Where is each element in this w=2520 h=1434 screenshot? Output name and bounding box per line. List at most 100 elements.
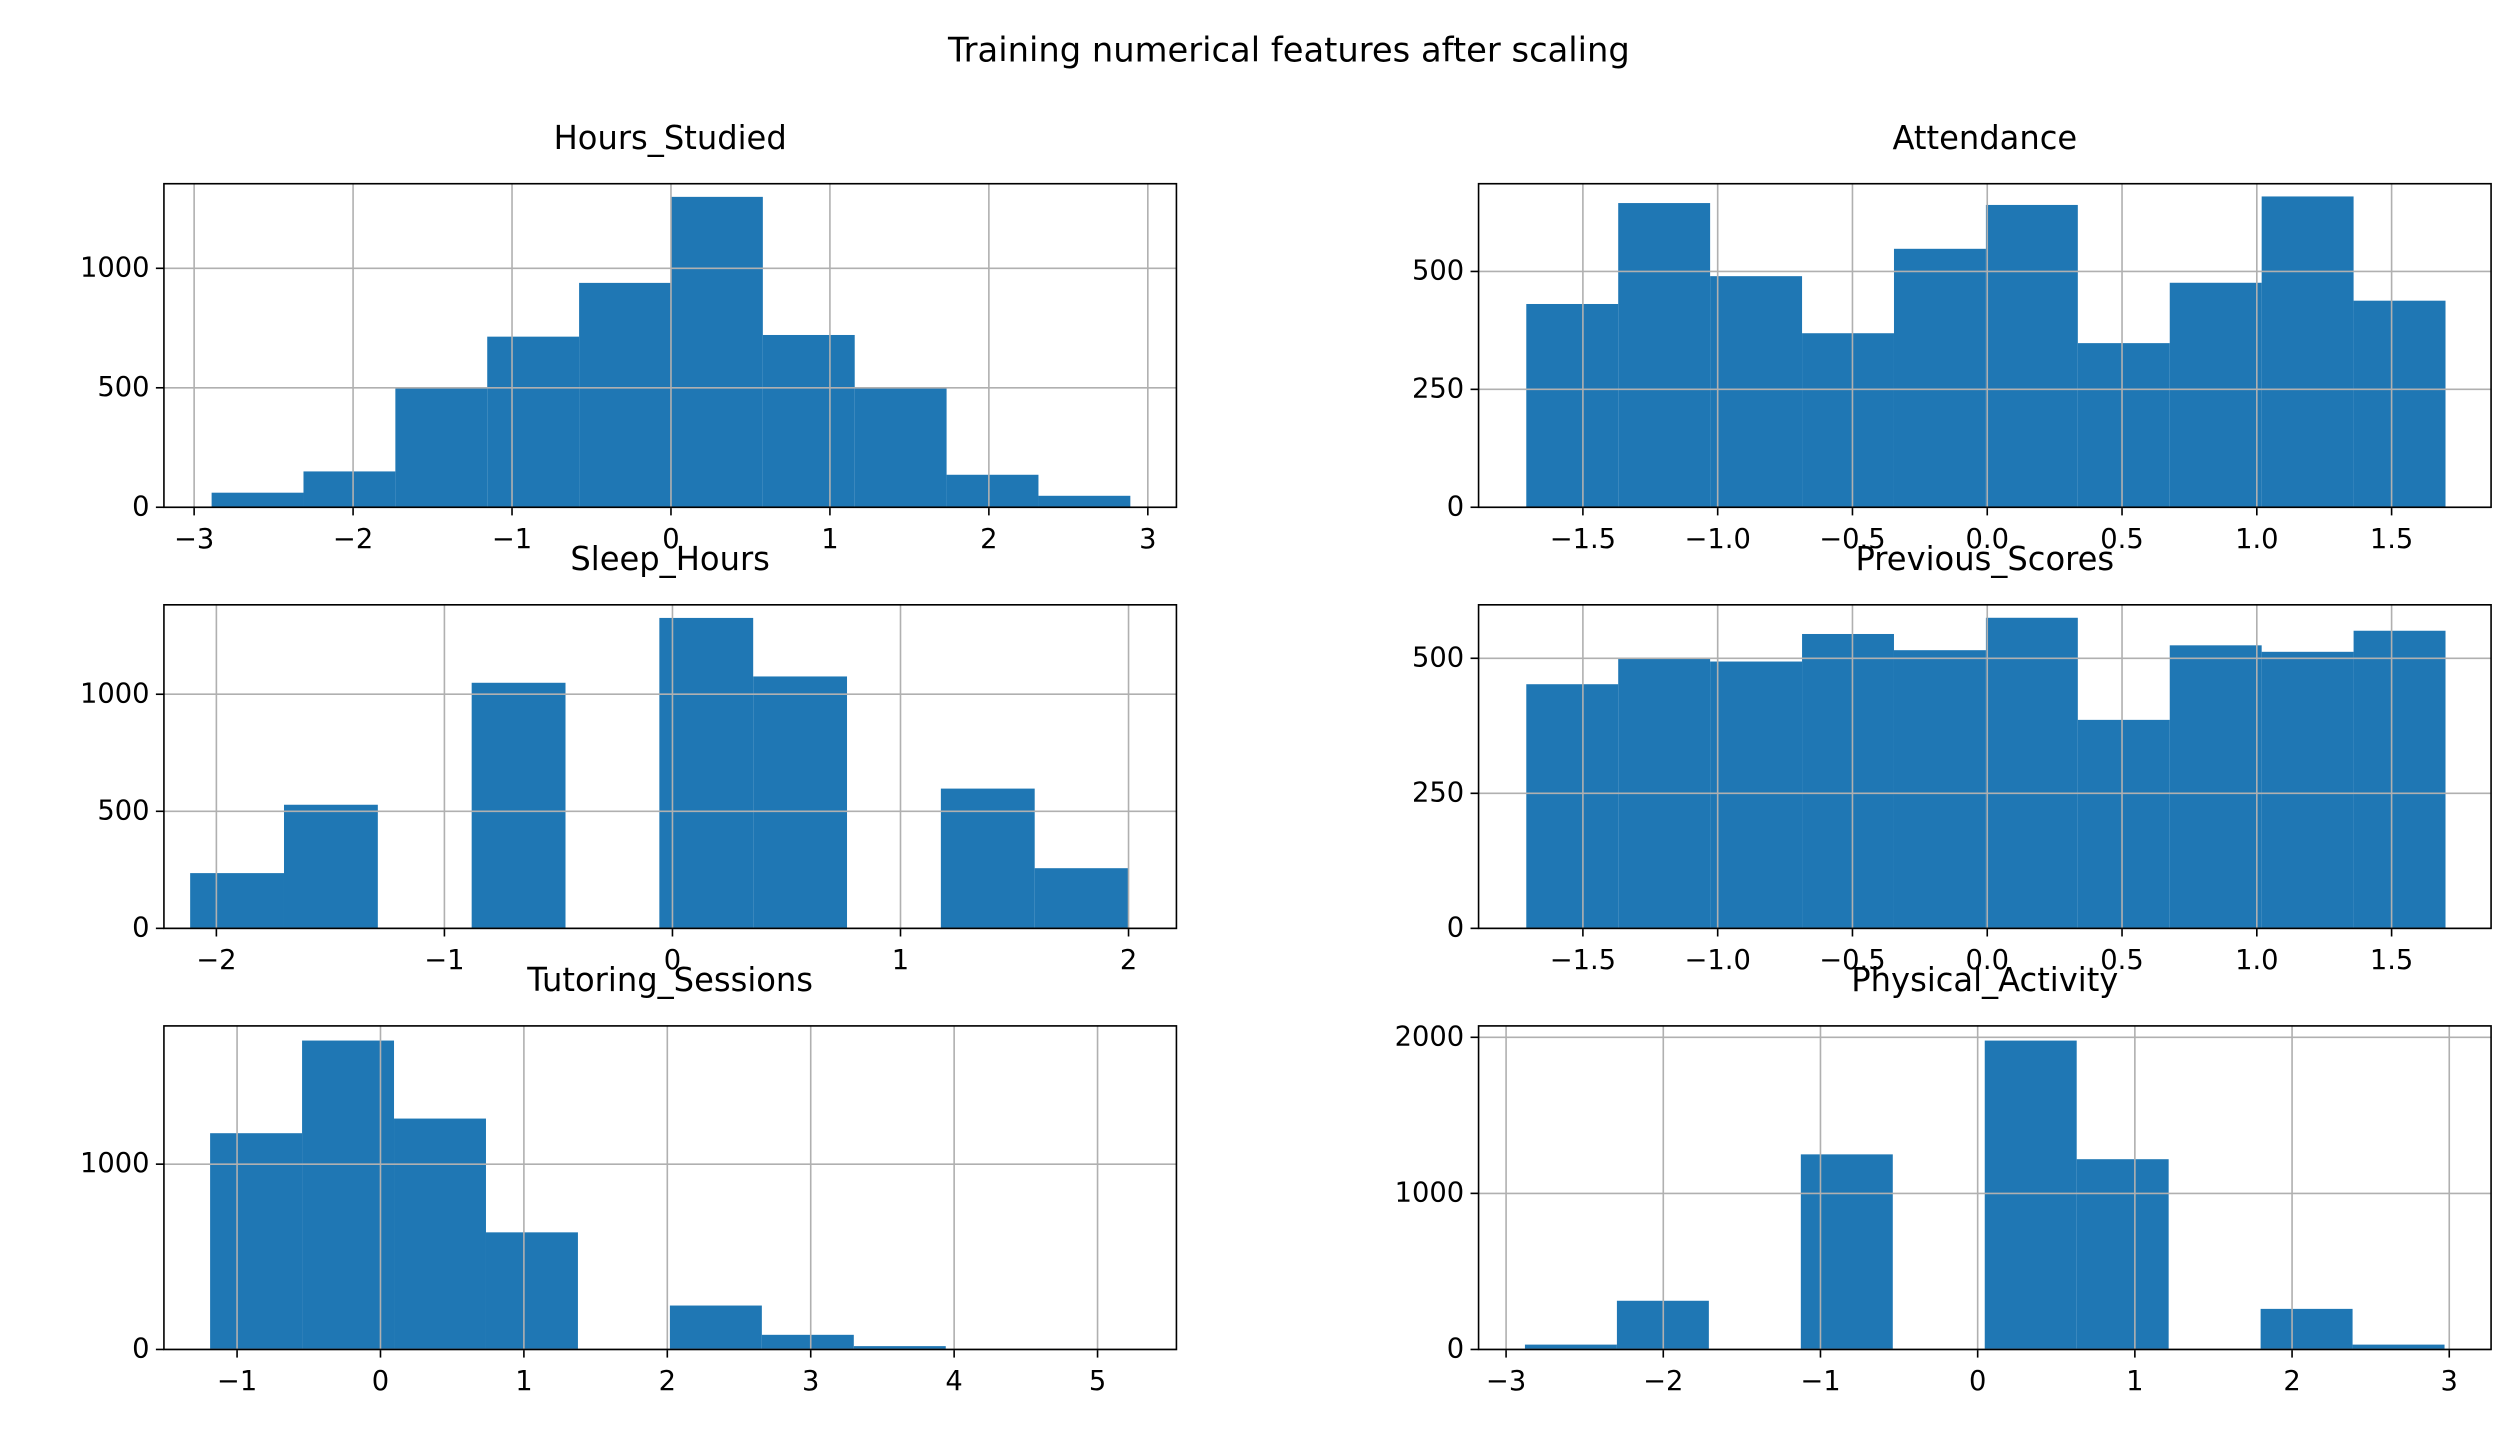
axes-frame bbox=[1477, 1025, 2492, 1351]
y-tick-label: 1000 bbox=[1395, 1176, 1465, 1208]
x-tick-label: 2 bbox=[1120, 944, 1137, 976]
x-tick-label: 2 bbox=[980, 523, 997, 555]
bar bbox=[940, 788, 1035, 929]
bar bbox=[1985, 617, 2078, 929]
x-tick-label: −1.5 bbox=[1550, 944, 1616, 976]
x-tick-label: 0 bbox=[372, 1365, 389, 1397]
bar bbox=[670, 196, 763, 508]
bar bbox=[1800, 1154, 1893, 1350]
x-tick-label: 3 bbox=[1139, 523, 1156, 555]
bar bbox=[853, 1346, 946, 1350]
bar bbox=[1893, 248, 1986, 508]
x-tick-label: 1 bbox=[2126, 1365, 2143, 1397]
axes-frame bbox=[163, 604, 1178, 930]
y-tick-label: 500 bbox=[97, 371, 149, 403]
bar bbox=[2261, 651, 2354, 929]
y-tick-label: 1000 bbox=[80, 677, 150, 709]
bar bbox=[1710, 661, 1803, 929]
subplot-title: Attendance bbox=[1892, 119, 2077, 157]
x-tick-label: 2 bbox=[2283, 1365, 2300, 1397]
bar bbox=[946, 474, 1039, 508]
x-tick-label: 0.5 bbox=[2100, 944, 2143, 976]
x-tick-label: −0.5 bbox=[1819, 523, 1885, 555]
y-tick-label: 0 bbox=[1447, 1332, 1464, 1364]
x-tick-label: −1.5 bbox=[1550, 523, 1616, 555]
bar bbox=[1802, 633, 1894, 929]
bar bbox=[1034, 868, 1129, 929]
y-tick-label: 250 bbox=[1412, 776, 1464, 808]
x-tick-label: 0.0 bbox=[1966, 523, 2009, 555]
x-tick-label: −1.0 bbox=[1685, 523, 1751, 555]
axes-frame bbox=[1477, 182, 2492, 509]
bar bbox=[283, 804, 378, 929]
x-tick-label: 2 bbox=[659, 1365, 676, 1397]
x-tick-label: 1 bbox=[892, 944, 909, 976]
x-tick-label: −3 bbox=[1486, 1365, 1526, 1397]
bar bbox=[1802, 333, 1894, 508]
x-tick-label: −1 bbox=[217, 1365, 257, 1397]
bar bbox=[762, 334, 855, 508]
bar bbox=[1618, 203, 1711, 508]
bar bbox=[395, 387, 488, 508]
x-tick-label: −1 bbox=[492, 523, 532, 555]
bar bbox=[2169, 645, 2262, 929]
y-tick-label: 2000 bbox=[1395, 1020, 1465, 1052]
axes-frame bbox=[163, 1025, 1178, 1351]
x-tick-label: 0 bbox=[1969, 1365, 1986, 1397]
bar bbox=[2169, 282, 2262, 508]
y-tick-label: 1000 bbox=[80, 1147, 150, 1179]
bar bbox=[2077, 719, 2170, 929]
bar bbox=[487, 336, 580, 508]
bar bbox=[2076, 1159, 2169, 1350]
subplot-title: Previous_Scores bbox=[1855, 540, 2114, 578]
y-tick-label: 0 bbox=[1447, 490, 1464, 522]
y-tick-label: 0 bbox=[1447, 911, 1464, 943]
bar bbox=[2352, 1344, 2445, 1350]
bar bbox=[2260, 1308, 2353, 1350]
y-tick-label: 0 bbox=[132, 911, 149, 943]
subplot-title: Hours_Studied bbox=[554, 119, 787, 157]
figure-title: Training numerical features after scalin… bbox=[947, 30, 1630, 70]
x-tick-label: 1 bbox=[515, 1365, 532, 1397]
bar bbox=[1524, 1344, 1617, 1350]
bar bbox=[210, 1133, 303, 1350]
x-tick-label: 0.0 bbox=[1966, 944, 2009, 976]
subplot-title: Physical_Activity bbox=[1851, 961, 2118, 999]
bar bbox=[303, 471, 396, 508]
bar bbox=[1984, 1040, 2077, 1350]
bar bbox=[2353, 630, 2446, 929]
y-tick-label: 1000 bbox=[80, 251, 150, 283]
bar bbox=[669, 1305, 762, 1350]
subplot-title: Sleep_Hours bbox=[570, 540, 770, 578]
x-tick-label: 1.0 bbox=[2235, 944, 2278, 976]
bar bbox=[1893, 650, 1986, 929]
bar bbox=[1526, 684, 1619, 929]
y-tick-label: 250 bbox=[1412, 372, 1464, 404]
x-tick-label: −3 bbox=[174, 523, 214, 555]
bar bbox=[1526, 303, 1619, 508]
bar bbox=[471, 682, 566, 929]
axes-frame bbox=[163, 182, 1178, 509]
x-tick-label: 4 bbox=[945, 1365, 962, 1397]
axes-frame bbox=[1477, 604, 2492, 930]
bar bbox=[761, 1334, 854, 1350]
y-tick-label: 0 bbox=[132, 1332, 149, 1364]
x-tick-label: 0 bbox=[662, 523, 679, 555]
y-tick-label: 500 bbox=[1412, 254, 1464, 286]
bar bbox=[2261, 196, 2354, 508]
x-tick-label: 0.5 bbox=[2100, 523, 2143, 555]
bar bbox=[1038, 495, 1131, 508]
bar bbox=[579, 282, 671, 508]
x-tick-label: −2 bbox=[1643, 1365, 1683, 1397]
x-tick-label: −1.0 bbox=[1685, 944, 1751, 976]
x-tick-label: 0 bbox=[664, 944, 681, 976]
bar bbox=[2353, 300, 2446, 508]
bar bbox=[302, 1040, 395, 1350]
x-tick-label: −1 bbox=[1800, 1365, 1840, 1397]
x-tick-label: −1 bbox=[424, 944, 464, 976]
x-tick-label: 1 bbox=[821, 523, 838, 555]
x-tick-label: −2 bbox=[196, 944, 236, 976]
bar bbox=[394, 1118, 486, 1350]
x-tick-label: 3 bbox=[2441, 1365, 2458, 1397]
